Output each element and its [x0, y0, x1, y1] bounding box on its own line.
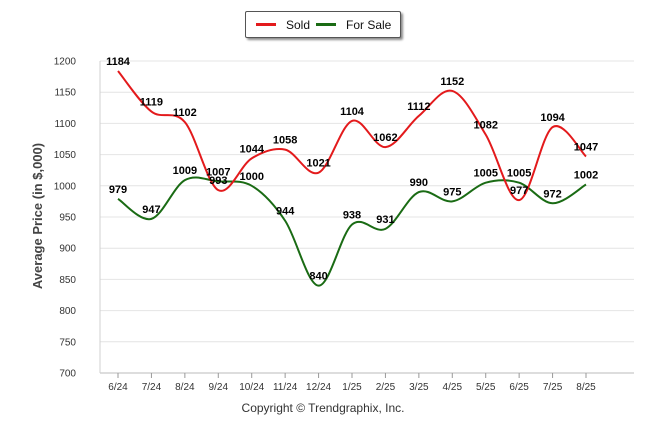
series-line-sold — [117, 70, 587, 202]
x-axis-ticks: 6/24 7/24 8/24 9/24 10/24 11/24 12/24 1/25 2/25 3… — [108, 373, 596, 393]
y-tick-label-850: 850 — [59, 275, 76, 286]
data-label-for-sale-3: 1007 — [206, 166, 230, 178]
data-label-for-sale-6: 840 — [309, 271, 327, 283]
copyright-text: Copyright © Trendgraphix, Inc. — [241, 401, 405, 415]
data-label-sold-10: 1152 — [440, 76, 464, 88]
legend-label-for-sale: For Sale — [346, 17, 392, 32]
x-tick-label-12: 6/25 — [509, 382, 529, 393]
x-tick-label-2: 8/24 — [175, 382, 195, 393]
data-label-for-sale-7: 938 — [343, 209, 361, 221]
legend-swatch-sold — [256, 23, 276, 26]
x-tick-label-4: 10/24 — [239, 382, 264, 393]
data-label-sold-9: 1112 — [407, 101, 430, 113]
data-label-for-sale-5: 944 — [276, 206, 295, 218]
y-tick-label-1150: 1150 — [54, 88, 76, 99]
x-tick-label-7: 1/25 — [342, 382, 362, 393]
data-label-for-sale-8: 931 — [376, 214, 394, 226]
x-tick-label-9: 3/25 — [409, 382, 429, 393]
data-label-sold-7: 1104 — [340, 106, 365, 118]
data-label-for-sale-4: 1000 — [239, 171, 263, 183]
x-tick-label-13: 7/25 — [543, 382, 563, 393]
data-label-for-sale-10: 975 — [443, 186, 461, 198]
x-tick-label-0: 6/24 — [108, 382, 128, 393]
x-tick-label-1: 7/24 — [142, 382, 162, 393]
data-label-sold-14: 1047 — [574, 141, 598, 153]
x-tick-label-5: 11/24 — [273, 382, 298, 393]
x-tick-label-8: 2/25 — [376, 382, 396, 393]
data-label-for-sale-14: 1002 — [574, 170, 598, 182]
x-tick-label-6: 12/24 — [306, 382, 331, 393]
x-tick-label-11: 5/25 — [476, 382, 496, 393]
y-tick-label-900: 900 — [59, 244, 76, 255]
y-axis-ticks: 700 750 800 850 900 950 1000 1050 1100 1150 1200 — [54, 57, 77, 380]
data-label-sold-13: 1094 — [540, 112, 565, 124]
data-label-for-sale-12: 1005 — [507, 168, 531, 180]
data-label-sold-0: 1184 — [106, 56, 131, 68]
data-label-sold-2: 1102 — [173, 107, 197, 119]
y-tick-label-750: 750 — [59, 337, 76, 348]
data-label-sold-3: 993 — [209, 175, 227, 187]
legend-item-for-sale[interactable]: For Sale — [316, 12, 391, 37]
x-tick-label-10: 4/25 — [443, 382, 463, 393]
data-label-sold-5: 1058 — [273, 135, 297, 147]
x-tick-label-3: 9/24 — [209, 382, 229, 393]
data-label-sold-8: 1062 — [373, 132, 397, 144]
series-lines — [117, 70, 587, 287]
data-label-sold-4: 1044 — [239, 143, 264, 155]
y-tick-label-1050: 1050 — [54, 150, 77, 161]
data-label-for-sale-1: 947 — [142, 204, 160, 216]
data-label-sold-12: 977 — [510, 185, 528, 197]
y-tick-label-800: 800 — [59, 306, 76, 317]
data-label-sold-6: 1021 — [306, 158, 330, 170]
data-labels: 1184 1119 1102 993 1044 1058 1021 1104 1062 1112 1… — [106, 56, 598, 283]
data-label-for-sale-2: 1009 — [173, 165, 197, 177]
x-tick-label-14: 8/25 — [576, 382, 596, 393]
data-label-sold-1: 1119 — [140, 97, 163, 109]
data-label-for-sale-11: 1005 — [473, 168, 497, 180]
y-tick-label-700: 700 — [59, 369, 76, 380]
legend-item-sold[interactable]: Sold — [256, 12, 310, 37]
y-tick-label-1100: 1100 — [54, 119, 76, 130]
y-tick-label-1000: 1000 — [54, 181, 77, 192]
data-label-sold-11: 1082 — [473, 120, 497, 132]
y-tick-label-950: 950 — [59, 213, 76, 224]
gridlines — [99, 60, 634, 374]
data-label-for-sale-0: 979 — [109, 184, 127, 196]
series-line-for-sale — [117, 176, 587, 287]
legend-swatch-for-sale — [316, 23, 336, 26]
data-label-for-sale-9: 990 — [410, 177, 428, 189]
data-label-for-sale-13: 972 — [543, 188, 561, 200]
y-tick-label-1200: 1200 — [54, 57, 77, 68]
legend-label-sold: Sold — [286, 17, 311, 32]
y-axis-label: Average Price (in $,000) — [30, 143, 45, 289]
legend: Sold For Sale — [245, 11, 401, 38]
